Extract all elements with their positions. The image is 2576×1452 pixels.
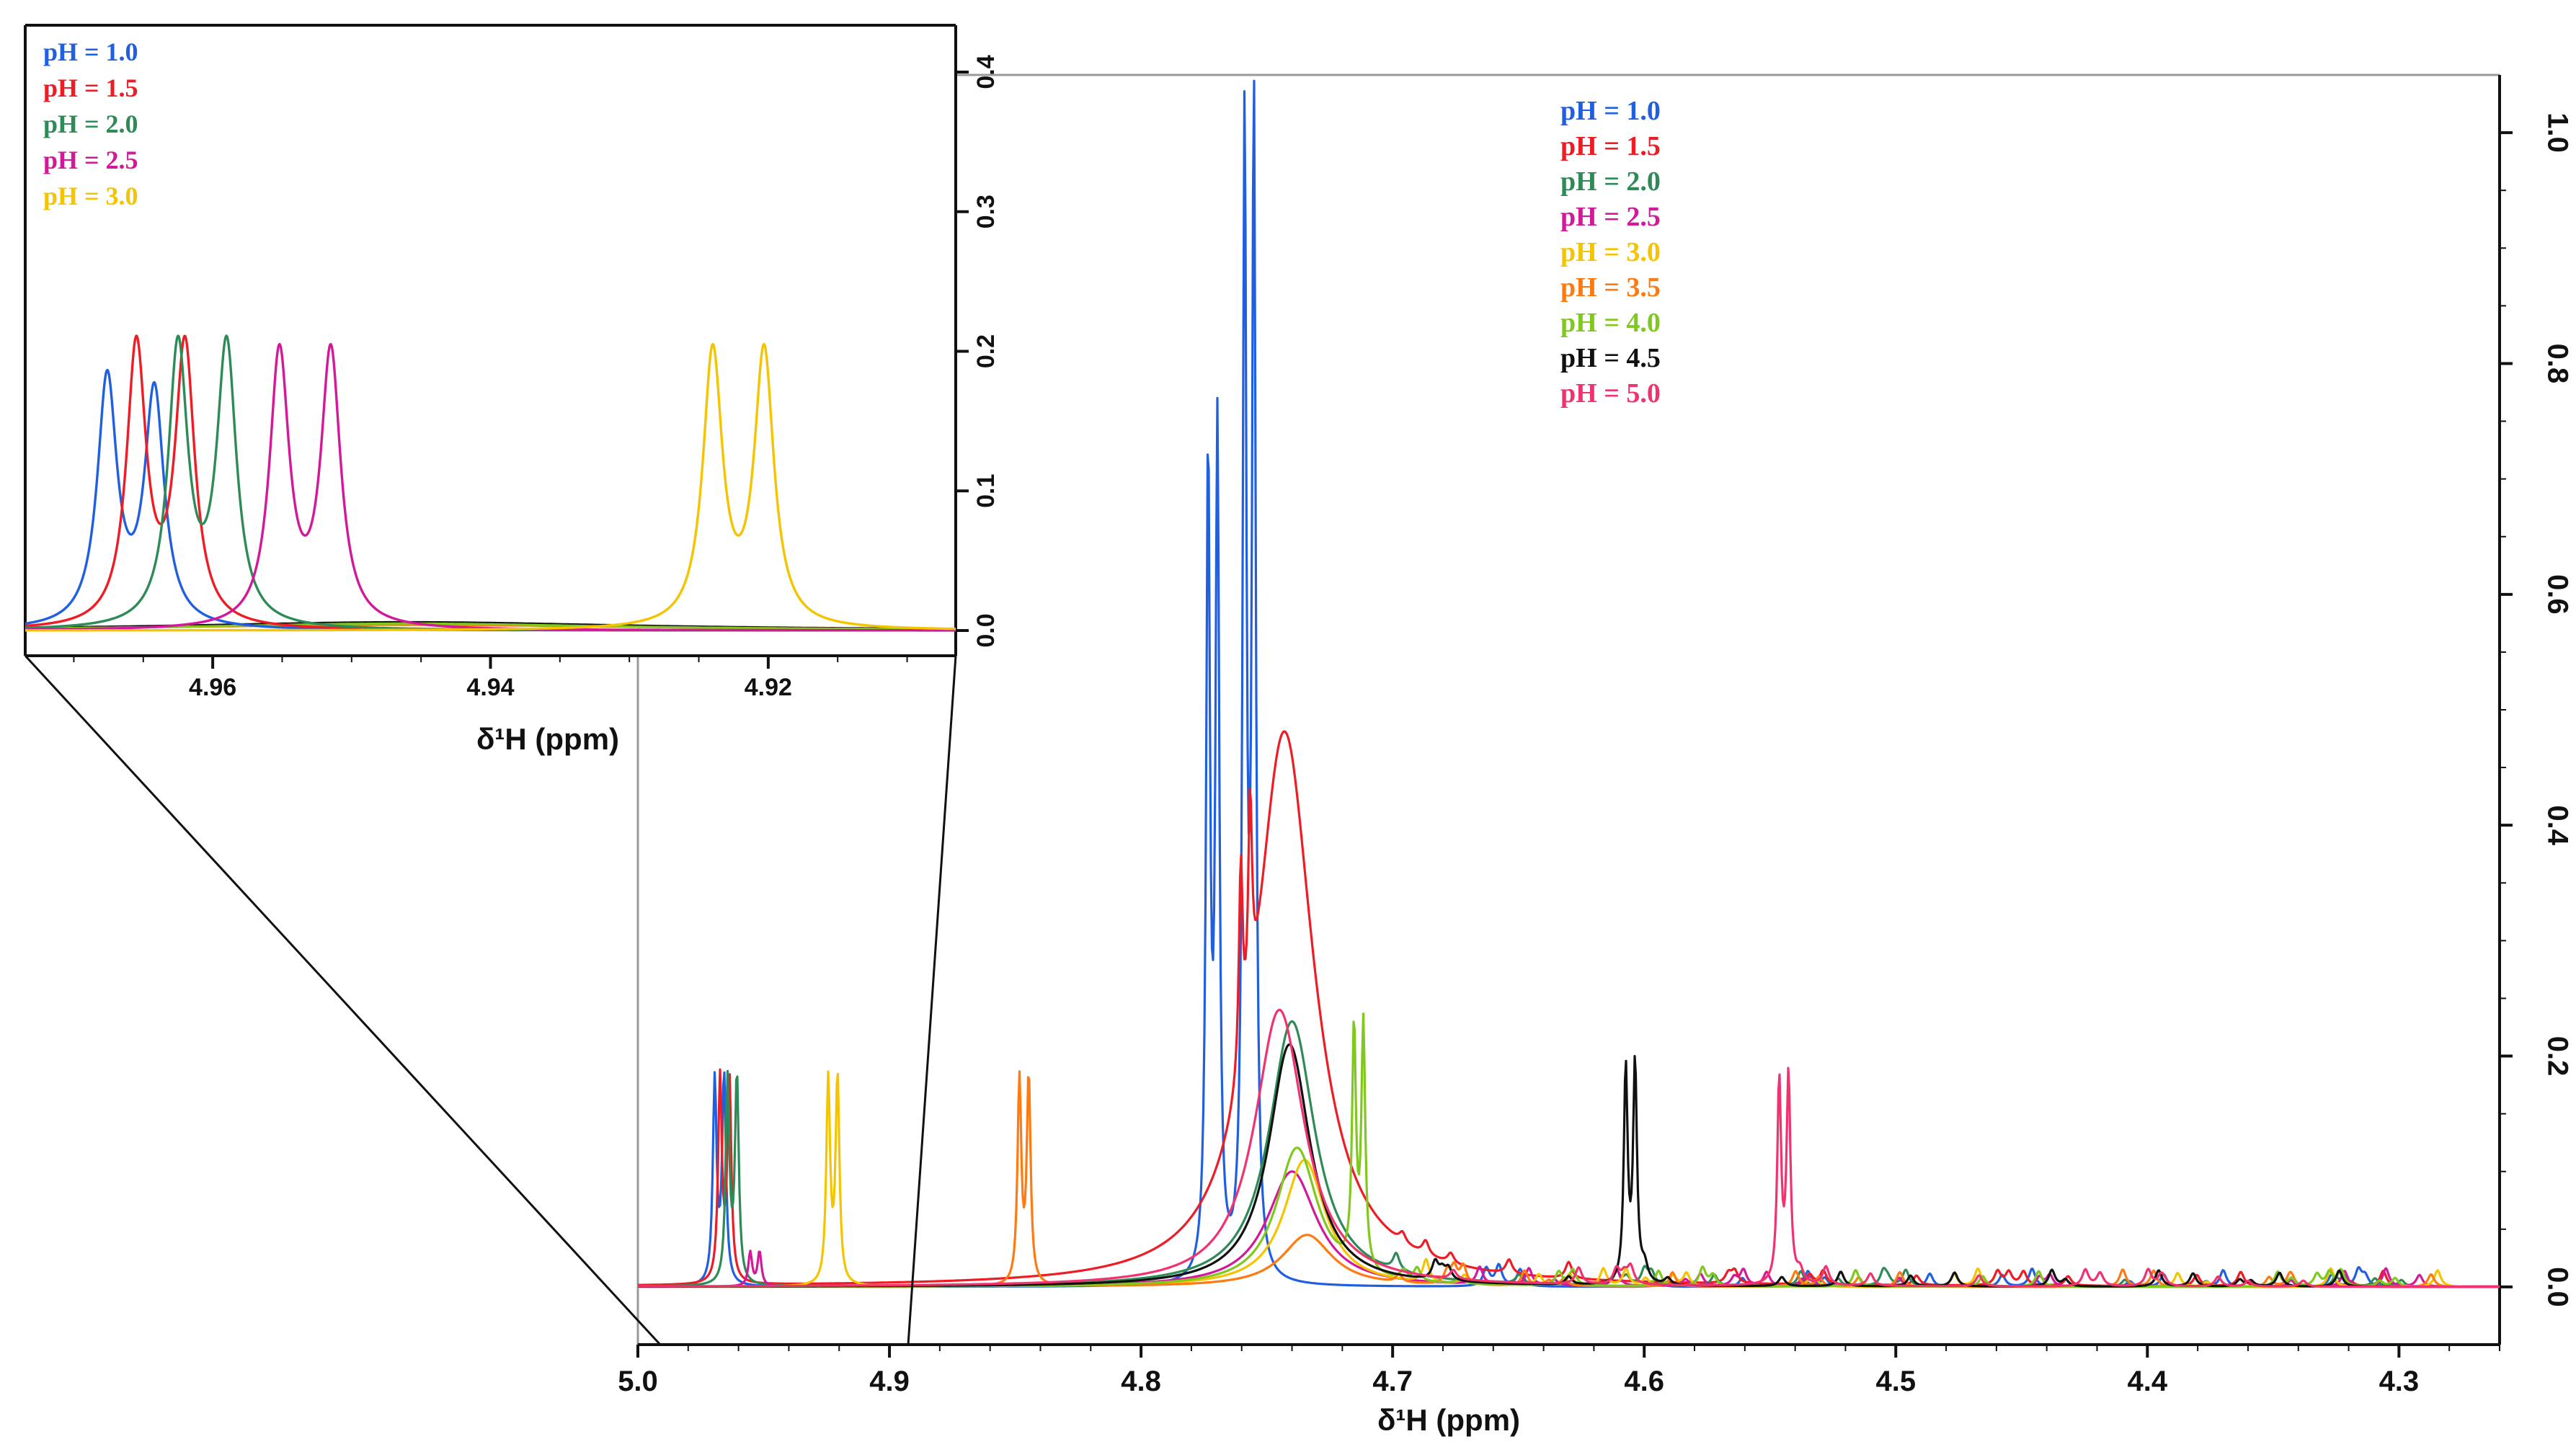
inset-x-tick-label: 4.94 [466, 674, 514, 701]
inset-x-tick-label: 4.92 [745, 674, 792, 701]
zoom-connector-left [24, 654, 662, 1346]
main-y-ticks: 0.0 0.2 0.4 0.6 0.8 1.0 [2500, 112, 2573, 1307]
main-x-tick-label: 4.3 [2379, 1366, 2420, 1397]
inset-y-tick-label: 0.0 [972, 613, 1000, 647]
main-x-tick-label: 4.7 [1372, 1366, 1413, 1397]
main-spectra [637, 79, 2500, 1288]
main-series-line [637, 1020, 2500, 1288]
inset-legend-entry: pH = 2.0 [43, 110, 138, 138]
main-y-tick-label: 0.4 [2541, 805, 2573, 845]
main-series-line [637, 1008, 2500, 1288]
main-legend-entry: pH = 1.5 [1560, 131, 1661, 161]
inset-x-axis-title: δ¹H (ppm) [476, 722, 619, 756]
main-x-tick-label: 4.5 [1875, 1366, 1916, 1397]
main-legend-entry: pH = 4.5 [1560, 343, 1661, 373]
main-y-tick-label: 0.6 [2541, 574, 2573, 615]
main-series-line [637, 1070, 2500, 1288]
main-legend-entry: pH = 3.5 [1560, 272, 1661, 303]
main-y-tick-label: 0.2 [2541, 1036, 2573, 1077]
inset-spectra [25, 334, 956, 632]
main-x-axis-title: δ¹H (ppm) [1377, 1403, 1520, 1437]
main-legend-entry: pH = 2.5 [1560, 202, 1661, 232]
inset-x-ticks: 4.96 4.94 4.92 [73, 656, 908, 701]
inset-y-tick-label: 0.2 [972, 334, 1000, 368]
main-x-tick-label: 4.4 [2128, 1366, 2168, 1397]
main-y-tick-label: 0.0 [2541, 1267, 2573, 1307]
main-series-line [637, 1012, 2500, 1288]
inset-y-ticks: 0.0 0.1 0.2 0.3 0.4 [956, 55, 1000, 648]
inset-series-line [25, 342, 956, 632]
main-y-tick-label: 1.0 [2541, 112, 2573, 153]
main-legend-entry: pH = 2.0 [1560, 166, 1661, 197]
inset-x-tick-label: 4.96 [189, 674, 236, 701]
inset-baseline-line [25, 622, 955, 631]
main-legend-entry: pH = 4.0 [1560, 308, 1661, 338]
main-legend: pH = 1.0 pH = 1.5 pH = 2.0 pH = 2.5 pH = 3.0… [1560, 96, 1661, 409]
main-series-line [637, 1043, 2500, 1288]
main-legend-entry: pH = 5.0 [1560, 378, 1661, 409]
main-y-tick-label: 0.8 [2541, 344, 2573, 384]
main-legend-entry: pH = 1.0 [1560, 96, 1661, 126]
inset-y-tick-label: 0.4 [972, 55, 1000, 89]
inset-y-tick-label: 0.1 [972, 474, 1000, 508]
main-series-line [637, 1070, 2500, 1288]
inset-legend-entry: pH = 1.5 [43, 74, 138, 102]
main-x-tick-label: 4.6 [1624, 1366, 1664, 1397]
inset-legend-entry: pH = 3.0 [43, 182, 138, 210]
main-x-tick-label: 4.8 [1121, 1366, 1161, 1397]
inset-background [25, 25, 956, 656]
inset-legend: pH = 1.0 pH = 1.5 pH = 2.0 pH = 2.5 pH = 3.0 [43, 37, 138, 210]
main-series-line [637, 730, 2500, 1288]
inset-plot-frame [24, 24, 957, 657]
inset-y-tick-label: 0.3 [972, 195, 1000, 228]
main-x-tick-label: 4.9 [869, 1366, 910, 1397]
zoom-connector-right [907, 655, 957, 1345]
main-legend-entry: pH = 3.0 [1560, 237, 1661, 267]
main-x-tick-label: 5.0 [618, 1366, 658, 1397]
main-x-ticks: 5.0 4.9 4.8 4.7 4.6 4.5 4.4 4.3 [618, 1345, 2500, 1397]
inset-legend-entry: pH = 2.5 [43, 146, 138, 174]
inset-legend-entry: pH = 1.0 [43, 37, 138, 66]
